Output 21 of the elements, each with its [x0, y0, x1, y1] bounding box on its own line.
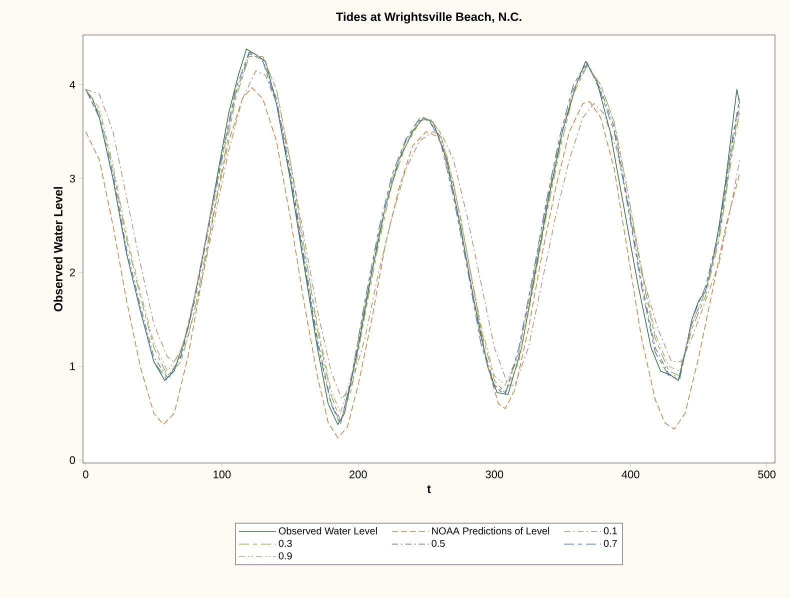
- legend-label: NOAA Predictions of Level: [432, 527, 550, 534]
- x-tick-label: 100: [214, 470, 231, 478]
- legend-label: 0.9: [278, 552, 292, 560]
- legend-label: 0.5: [432, 540, 445, 547]
- y-tick-label: 3: [70, 174, 75, 182]
- legend-label: 0.1: [604, 527, 617, 534]
- x-tick-label: 0: [83, 470, 88, 478]
- y-tick-label: 1: [70, 362, 75, 370]
- legend-label: 0.7: [604, 540, 617, 547]
- y-axis-title: Observed Water Level: [54, 187, 62, 312]
- x-tick-label: 300: [486, 470, 504, 478]
- y-tick-label: 2: [70, 268, 75, 276]
- legend-label: 0.3: [278, 540, 292, 547]
- x-tick-label: 500: [758, 470, 776, 478]
- legend-label: Observed Water Level: [278, 527, 377, 534]
- x-tick-label: 200: [350, 470, 367, 478]
- x-tick-label: 400: [622, 470, 640, 478]
- y-tick-label: 4: [70, 80, 76, 89]
- x-axis-title: t: [427, 485, 431, 494]
- y-tick-label: 0: [70, 456, 76, 464]
- chart-title: Tides at Wrightsville Beach, N.C.: [336, 12, 522, 24]
